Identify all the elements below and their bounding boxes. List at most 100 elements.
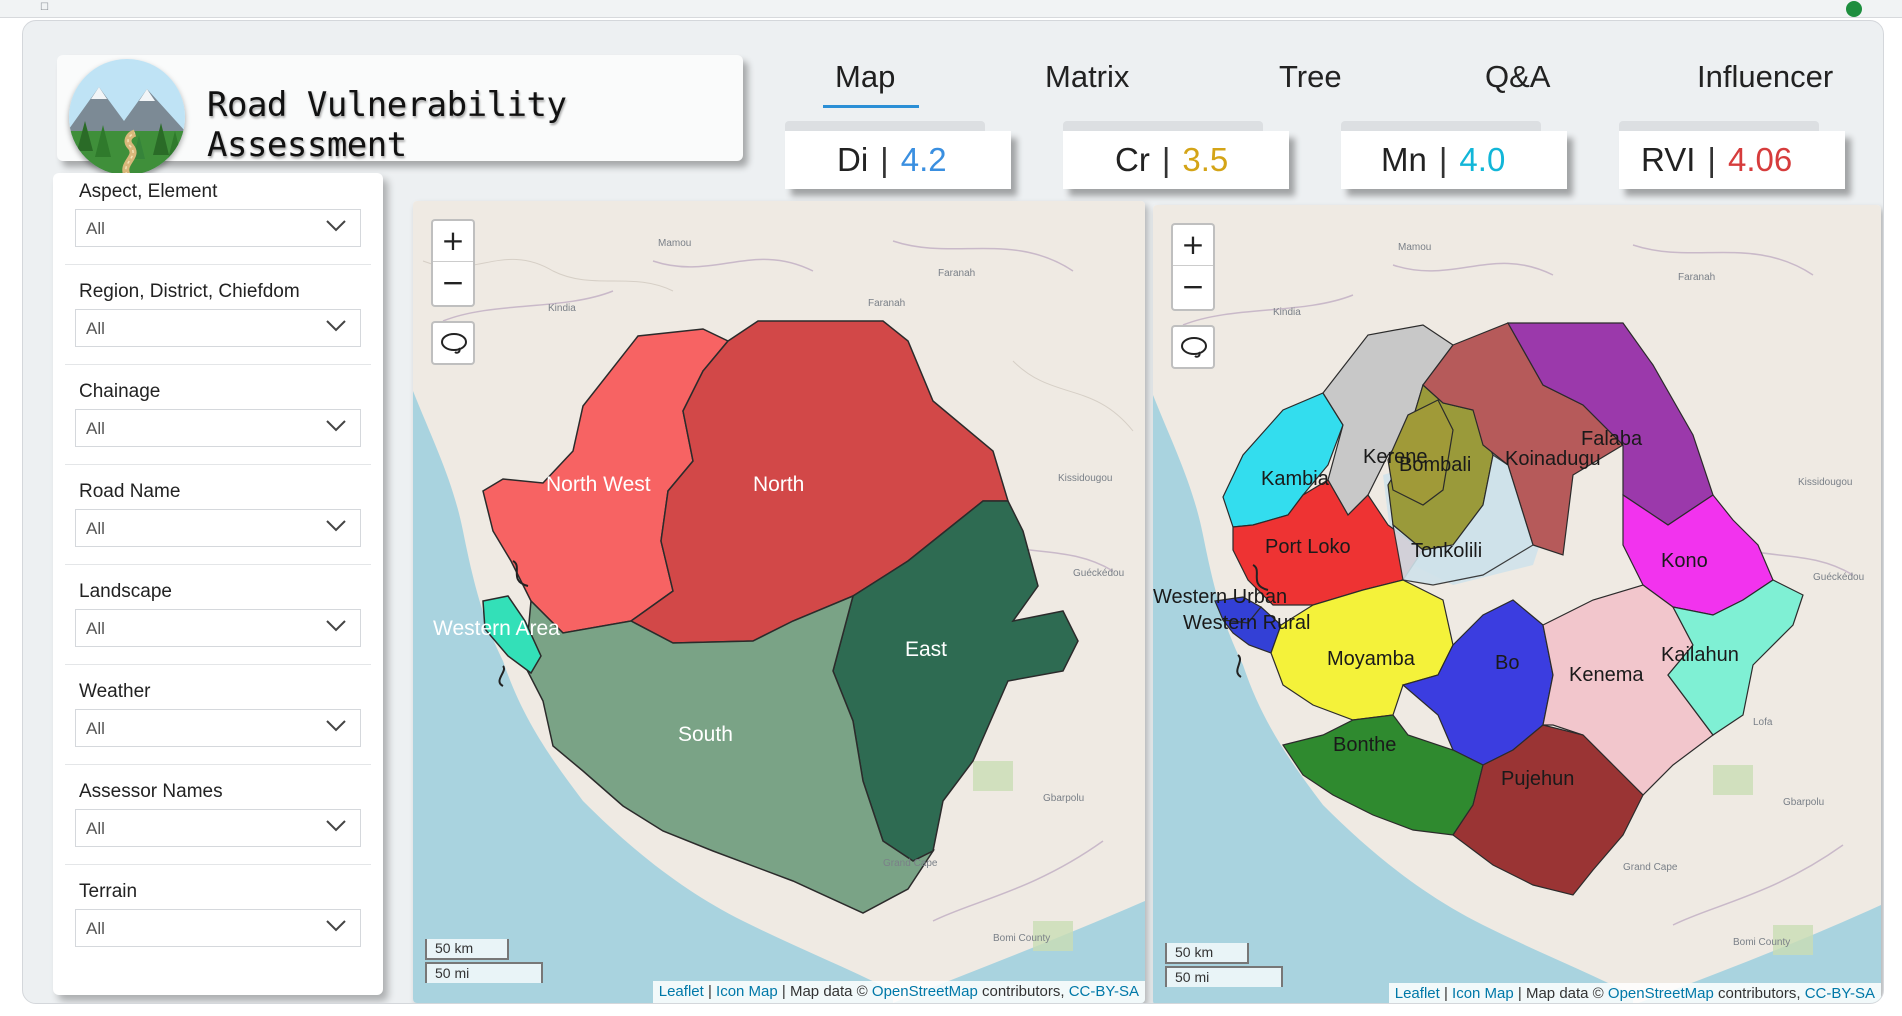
district-label-western-rural: Western Rural bbox=[1183, 612, 1310, 634]
kpi-label: Di bbox=[837, 141, 869, 178]
filter-landscape: Landscape All bbox=[65, 575, 371, 665]
lasso-select-button[interactable] bbox=[431, 321, 475, 365]
district-pujehun[interactable] bbox=[1452, 724, 1644, 896]
filter-dropdown[interactable]: All bbox=[75, 809, 361, 847]
filter-dropdown[interactable]: All bbox=[75, 509, 361, 547]
tab-icon: ☐ bbox=[40, 2, 49, 13]
lasso-select-button[interactable] bbox=[1171, 325, 1215, 369]
zoom-in-button[interactable]: + bbox=[433, 221, 473, 262]
kpi-card-mn: Mn | 4.0 bbox=[1341, 121, 1567, 189]
basemap-label: Grand Cape bbox=[883, 858, 938, 869]
region-south[interactable] bbox=[524, 594, 936, 914]
filter-label: Region, District, Chiefdom bbox=[79, 281, 300, 302]
icon-map-link[interactable]: Icon Map bbox=[1452, 985, 1514, 1002]
zoom-in-button[interactable]: + bbox=[1173, 225, 1213, 266]
zoom-out-button[interactable]: − bbox=[441, 266, 465, 299]
region-label-north-west: North West bbox=[546, 473, 651, 496]
district-map[interactable]: Mamou Faranah Kindia Kissidougou Guéckéd… bbox=[1153, 205, 1881, 1004]
kpi-separator: | bbox=[880, 141, 889, 178]
browser-toolbar-strip: ☐ bbox=[0, 0, 1902, 18]
filter-value: All bbox=[86, 319, 105, 338]
map-attribution: Leaflet | Icon Map | Map data © OpenStre… bbox=[652, 981, 1145, 1003]
district-label-kenema: Kenema bbox=[1569, 664, 1644, 686]
license-link[interactable]: CC-BY-SA bbox=[1068, 983, 1139, 1000]
leaflet-link[interactable]: Leaflet bbox=[658, 983, 704, 1000]
attribution-text: | Map data © bbox=[1513, 985, 1608, 1002]
region-label-south: South bbox=[678, 723, 733, 746]
filter-dropdown[interactable]: All bbox=[75, 209, 361, 247]
scale-km: 50 km bbox=[425, 939, 509, 960]
attribution-text: | Map data © bbox=[777, 983, 872, 1000]
filter-dropdown[interactable]: All bbox=[75, 409, 361, 447]
filter-value: All bbox=[86, 819, 105, 838]
filter-value: All bbox=[86, 519, 105, 538]
filter-dropdown[interactable]: All bbox=[75, 909, 361, 947]
filter-label: Weather bbox=[79, 681, 151, 702]
basemap-label: Grand Cape bbox=[1623, 862, 1678, 873]
district-kailahun[interactable] bbox=[1667, 579, 1804, 736]
basemap-label: Lofa bbox=[1753, 717, 1773, 728]
district-label-moyamba: Moyamba bbox=[1327, 648, 1416, 670]
filter-dropdown[interactable]: All bbox=[75, 709, 361, 747]
zoom-out-button[interactable]: − bbox=[1181, 270, 1205, 303]
attribution-separator: | bbox=[1439, 985, 1453, 1002]
filter-road-name: Road Name All bbox=[65, 475, 371, 565]
district-label-kono: Kono bbox=[1661, 550, 1708, 572]
basemap-label: Mamou bbox=[658, 238, 691, 249]
region-map[interactable]: Mamou Faranah Kindia Faranah Kissidougou… bbox=[413, 201, 1145, 1003]
district-label-bo: Bo bbox=[1495, 652, 1519, 674]
filter-terrain: Terrain All bbox=[65, 875, 371, 965]
filter-panel: Aspect, Element All Region, District, Ch… bbox=[53, 173, 383, 995]
filter-dropdown[interactable]: All bbox=[75, 309, 361, 347]
kpi-card-header bbox=[785, 121, 985, 131]
region-western-area[interactable] bbox=[482, 595, 542, 675]
district-label-falaba: Falaba bbox=[1581, 428, 1643, 450]
district-map-canvas[interactable]: Mamou Faranah Kindia Kissidougou Guéckéd… bbox=[1153, 205, 1881, 1004]
report-canvas: Road Vulnerability Assessment Map Matrix… bbox=[22, 20, 1884, 1004]
region-label-north: North bbox=[753, 473, 804, 496]
filter-label: Road Name bbox=[79, 481, 181, 502]
filter-value: All bbox=[86, 219, 105, 238]
openstreetmap-link[interactable]: OpenStreetMap bbox=[871, 983, 978, 1000]
district-label-koinadugu: Koinadugu bbox=[1505, 448, 1601, 470]
district-tonkolili[interactable] bbox=[1392, 454, 1534, 586]
leaflet-link[interactable]: Leaflet bbox=[1394, 985, 1440, 1002]
kpi-value: 4.06 bbox=[1728, 141, 1793, 178]
tab-qa[interactable]: Q&A bbox=[1485, 59, 1551, 94]
tab-matrix[interactable]: Matrix bbox=[1045, 59, 1130, 94]
profile-avatar[interactable] bbox=[1846, 1, 1862, 17]
scale-mi: 50 mi bbox=[425, 962, 543, 983]
license-link[interactable]: CC-BY-SA bbox=[1804, 985, 1875, 1002]
filter-label: Assessor Names bbox=[79, 781, 223, 802]
chevron-down-icon bbox=[326, 620, 346, 632]
kpi-value: 4.0 bbox=[1459, 141, 1506, 178]
basemap-label: Gbarpolu bbox=[1043, 793, 1084, 804]
filter-label: Chainage bbox=[79, 381, 161, 402]
filter-dropdown[interactable]: All bbox=[75, 609, 361, 647]
openstreetmap-link[interactable]: OpenStreetMap bbox=[1607, 985, 1714, 1002]
region-label-western-area: Western Area bbox=[433, 617, 560, 640]
scale-mi: 50 mi bbox=[1165, 966, 1283, 987]
basemap-label: Kindia bbox=[548, 303, 576, 314]
chevron-down-icon bbox=[326, 720, 346, 732]
filter-label: Aspect, Element bbox=[79, 181, 218, 202]
basemap-label: Kindia bbox=[1273, 307, 1301, 318]
region-map-canvas[interactable]: Mamou Faranah Kindia Faranah Kissidougou… bbox=[413, 201, 1145, 1003]
kpi-card-header bbox=[1619, 121, 1819, 131]
icon-map-link[interactable]: Icon Map bbox=[716, 983, 778, 1000]
chevron-down-icon bbox=[326, 420, 346, 432]
kpi-value: 3.5 bbox=[1182, 141, 1229, 178]
tab-influencer[interactable]: Influencer bbox=[1697, 59, 1834, 94]
kpi-separator: | bbox=[1438, 141, 1448, 178]
page-tabs: Map Matrix Tree Q&A Influencer bbox=[793, 59, 1853, 119]
tab-map[interactable]: Map bbox=[835, 59, 896, 94]
tab-tree[interactable]: Tree bbox=[1279, 59, 1342, 94]
basemap-label: Kissidougou bbox=[1058, 473, 1112, 484]
lasso-icon bbox=[1181, 337, 1207, 358]
map-scale: 50 km 50 mi bbox=[425, 939, 543, 985]
district-label-kerene: Kerene bbox=[1363, 446, 1428, 468]
basemap-label: Guéckédou bbox=[1073, 568, 1124, 579]
district-kenema[interactable] bbox=[1542, 584, 1714, 796]
basemap-label: Kissidougou bbox=[1798, 477, 1852, 488]
kpi-card-cr: Cr | 3.5 bbox=[1063, 121, 1289, 189]
